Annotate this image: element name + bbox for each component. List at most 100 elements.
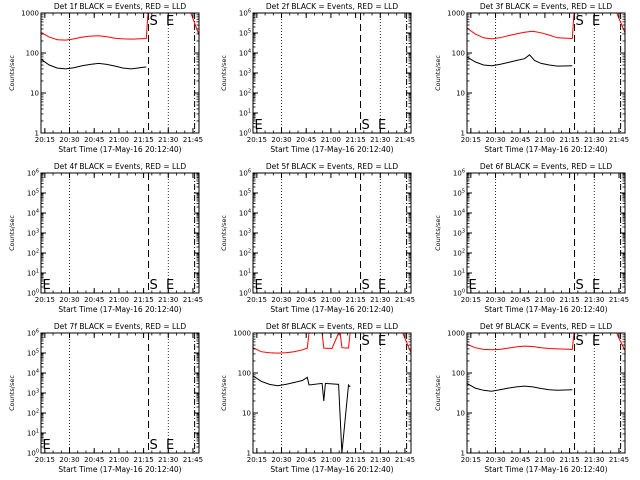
x-tick-label: 21:45: [609, 136, 629, 144]
y-tick-label: 10: [30, 90, 39, 98]
plot-frame: [40, 332, 200, 454]
x-tick-label: 21:45: [183, 136, 203, 144]
plot-frame: [40, 12, 200, 134]
x-axis-label: Start Time (17-May-16 20:12:40): [484, 145, 607, 154]
y-tick-label: 10: [456, 410, 465, 418]
y-tick-label: 10: [456, 90, 465, 98]
y-tick-label: 1000: [447, 10, 465, 18]
series-line: [40, 12, 200, 41]
y-tick-label: 100: [238, 370, 251, 378]
marker-e: E: [166, 438, 174, 453]
x-axis-label: Start Time (17-May-16 20:12:40): [270, 465, 393, 474]
y-tick-label: 104: [239, 49, 251, 58]
x-tick-label: 21:00: [109, 456, 129, 464]
marker-e: E: [378, 334, 386, 349]
y-axis-label: Counts/sec: [434, 375, 442, 411]
x-tick-label: 21:45: [395, 136, 415, 144]
panel-title: Det 5f BLACK = Events, RED = LLD: [266, 162, 399, 171]
y-tick-label: 102: [27, 409, 39, 418]
x-axis-label: Start Time (17-May-16 20:12:40): [58, 145, 181, 154]
x-axis-label: Start Time (17-May-16 20:12:40): [270, 305, 393, 314]
y-tick-label: 1000: [447, 330, 465, 338]
y-tick-label: 104: [27, 209, 39, 218]
x-axis-label: Start Time (17-May-16 20:12:40): [270, 145, 393, 154]
x-tick-label: 21:45: [609, 456, 629, 464]
y-tick-label: 100: [452, 370, 465, 378]
x-tick-label: 21:45: [183, 296, 203, 304]
y-tick-label: 105: [27, 189, 39, 198]
x-tick-label: 20:30: [271, 456, 291, 464]
series-line: [466, 382, 573, 392]
x-tick-label: 20:15: [247, 296, 267, 304]
y-tick-label: 106: [27, 329, 39, 338]
series-line: [40, 58, 147, 70]
x-tick-label: 21:30: [158, 136, 178, 144]
x-tick-label: 21:15: [133, 296, 153, 304]
panel-det-2f: Det 2f BLACK = Events, RED = LLD 100 101 10…: [220, 2, 415, 154]
x-tick-label: 20:15: [35, 136, 55, 144]
x-tick-label: 20:45: [296, 296, 316, 304]
x-tick-label: 21:00: [109, 136, 129, 144]
y-tick-label: 106: [239, 9, 251, 18]
x-tick-label: 20:45: [296, 456, 316, 464]
x-axis-label: Start Time (17-May-16 20:12:40): [58, 305, 181, 314]
x-tick-label: 20:30: [59, 136, 79, 144]
panel-title: Det 7f BLACK = Events, RED = LLD: [54, 322, 187, 331]
x-tick-label: 20:15: [247, 136, 267, 144]
marker-s: S: [362, 278, 370, 293]
y-axis-label: Counts/sec: [434, 215, 442, 251]
marker-e: E: [592, 278, 600, 293]
x-tick-label: 21:00: [109, 296, 129, 304]
y-tick-label: 104: [453, 209, 465, 218]
x-tick-label: 20:30: [271, 136, 291, 144]
y-tick-label: 106: [453, 169, 465, 178]
panel-det-7f: Det 7f BLACK = Events, RED = LLD 100 101 10…: [8, 322, 203, 474]
x-tick-label: 20:15: [247, 456, 267, 464]
x-tick-label: 21:15: [559, 136, 579, 144]
x-tick-label: 21:30: [158, 296, 178, 304]
x-tick-label: 21:30: [370, 296, 390, 304]
marker-s: S: [576, 278, 584, 293]
x-tick-label: 21:15: [559, 296, 579, 304]
panel-title: Det 3f BLACK = Events, RED = LLD: [480, 2, 613, 11]
plot-frame: [252, 172, 412, 294]
y-tick-label: 102: [239, 89, 251, 98]
marker-e: E: [255, 118, 263, 133]
marker-e: E: [255, 278, 263, 293]
y-tick-label: 101: [453, 269, 465, 278]
panel-title: Det 6f BLACK = Events, RED = LLD: [480, 162, 613, 171]
series-line: [252, 332, 412, 354]
y-tick-label: 105: [27, 349, 39, 358]
marker-s: S: [362, 334, 370, 349]
x-tick-label: 21:00: [535, 136, 555, 144]
x-tick-label: 21:00: [321, 456, 341, 464]
marker-s: S: [150, 14, 158, 29]
panel-title: Det 8f BLACK = Events, RED = LLD: [266, 322, 399, 331]
x-tick-label: 20:30: [59, 296, 79, 304]
x-tick-label: 21:15: [133, 136, 153, 144]
marker-s: S: [150, 438, 158, 453]
y-tick-label: 104: [239, 209, 251, 218]
x-tick-label: 20:45: [510, 456, 530, 464]
y-tick-label: 105: [239, 29, 251, 38]
series-line: [466, 332, 626, 351]
x-tick-label: 20:30: [485, 456, 505, 464]
x-tick-label: 20:15: [461, 456, 481, 464]
x-axis-label: Start Time (17-May-16 20:12:40): [484, 305, 607, 314]
plot-frame: [252, 332, 412, 454]
panel-title: Det 1f BLACK = Events, RED = LLD: [54, 2, 187, 11]
y-tick-label: 1000: [21, 10, 39, 18]
x-tick-label: 21:30: [584, 136, 604, 144]
y-tick-label: 102: [27, 249, 39, 258]
panel-det-4f: Det 4f BLACK = Events, RED = LLD 100 101 10…: [8, 162, 203, 314]
x-tick-label: 21:15: [559, 456, 579, 464]
x-tick-label: 20:15: [35, 456, 55, 464]
x-tick-label: 21:45: [395, 296, 415, 304]
plot-frame: [466, 172, 626, 294]
x-tick-label: 20:45: [84, 136, 104, 144]
x-tick-label: 20:45: [296, 136, 316, 144]
panel-det-6f: Det 6f BLACK = Events, RED = LLD 100 101 10…: [434, 162, 629, 314]
x-tick-label: 20:15: [461, 136, 481, 144]
x-tick-label: 21:45: [609, 296, 629, 304]
x-tick-label: 21:30: [584, 296, 604, 304]
